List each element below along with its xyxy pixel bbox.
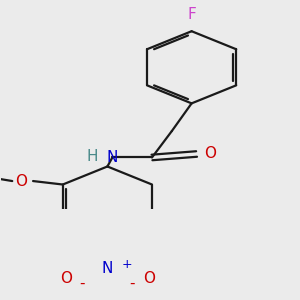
Text: O: O [60,272,72,286]
Text: F: F [187,7,196,22]
Text: N: N [102,261,113,276]
Text: -: - [80,275,85,290]
Text: O: O [143,272,155,286]
Text: -: - [130,275,135,290]
Text: +: + [121,258,132,271]
Text: O: O [205,146,217,161]
Text: N: N [107,150,118,165]
Text: O: O [15,174,27,189]
Text: H: H [87,148,98,164]
